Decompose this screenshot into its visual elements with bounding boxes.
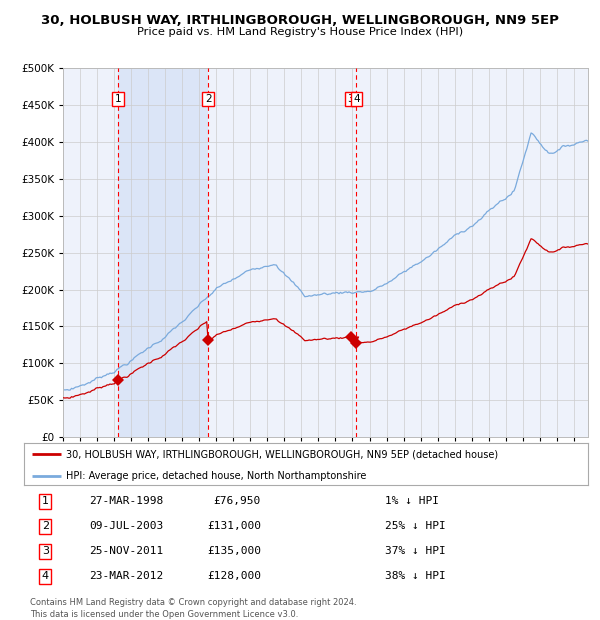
Text: 4: 4 (42, 572, 49, 582)
Text: 3: 3 (42, 546, 49, 556)
Text: Price paid vs. HM Land Registry's House Price Index (HPI): Price paid vs. HM Land Registry's House … (137, 27, 463, 37)
Text: 1: 1 (42, 496, 49, 506)
Text: £135,000: £135,000 (207, 546, 261, 556)
Text: 30, HOLBUSH WAY, IRTHLINGBOROUGH, WELLINGBOROUGH, NN9 5EP: 30, HOLBUSH WAY, IRTHLINGBOROUGH, WELLIN… (41, 14, 559, 27)
Text: 25-NOV-2011: 25-NOV-2011 (89, 546, 163, 556)
Bar (118, 68, 208, 437)
Text: 09-JUL-2003: 09-JUL-2003 (89, 521, 163, 531)
Text: 27-MAR-1998: 27-MAR-1998 (89, 496, 163, 506)
Text: Contains HM Land Registry data © Crown copyright and database right 2024.
This d: Contains HM Land Registry data © Crown c… (30, 598, 356, 619)
Text: 37% ↓ HPI: 37% ↓ HPI (385, 546, 446, 556)
Text: 1% ↓ HPI: 1% ↓ HPI (385, 496, 439, 506)
Text: 2: 2 (42, 521, 49, 531)
Text: £128,000: £128,000 (207, 572, 261, 582)
Text: 23-MAR-2012: 23-MAR-2012 (89, 572, 163, 582)
Text: HPI: Average price, detached house, North Northamptonshire: HPI: Average price, detached house, Nort… (66, 471, 367, 480)
Text: 38% ↓ HPI: 38% ↓ HPI (385, 572, 446, 582)
Text: £131,000: £131,000 (207, 521, 261, 531)
Text: 25% ↓ HPI: 25% ↓ HPI (385, 521, 446, 531)
Text: £76,950: £76,950 (214, 496, 261, 506)
Text: 4: 4 (353, 94, 360, 104)
Text: 30, HOLBUSH WAY, IRTHLINGBOROUGH, WELLINGBOROUGH, NN9 5EP (detached house): 30, HOLBUSH WAY, IRTHLINGBOROUGH, WELLIN… (66, 450, 499, 459)
Text: 2: 2 (205, 94, 211, 104)
Text: 3: 3 (347, 94, 354, 104)
Text: 1: 1 (115, 94, 121, 104)
